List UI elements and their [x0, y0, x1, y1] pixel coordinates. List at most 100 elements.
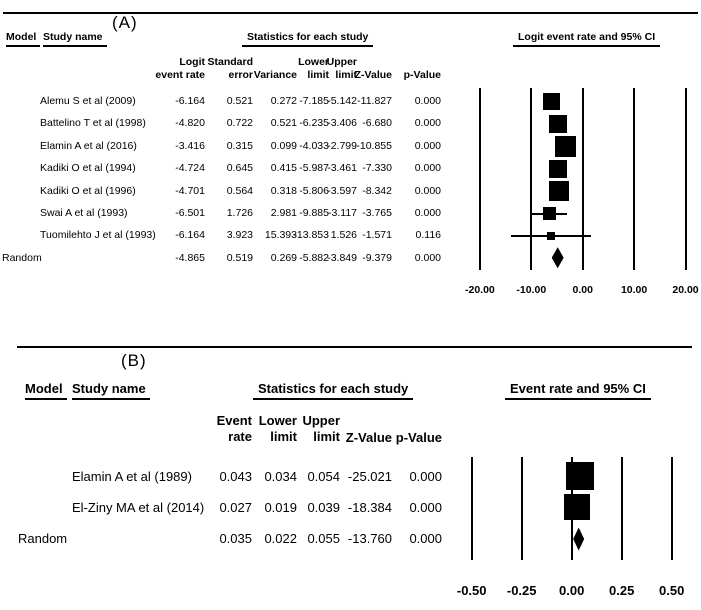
- stat-column-header: Lower limit: [298, 56, 329, 81]
- stat-column-header: Logit event rate: [155, 56, 205, 81]
- stat-cell: -5.987: [299, 162, 329, 175]
- stat-cell: 0.027: [219, 500, 252, 515]
- stat-cell: -5.142: [327, 95, 357, 107]
- axis-gridline: [684, 88, 687, 270]
- stat-cell: -18.384: [347, 500, 392, 515]
- stat-cell: -10.855: [356, 139, 392, 152]
- stat-cell: -6.164: [175, 229, 205, 242]
- stat-cell: -6.164: [175, 95, 205, 107]
- stat-cell: 0.043: [219, 469, 252, 484]
- stat-cell: -7.185: [299, 95, 329, 107]
- stat-column-header: Z-Value: [354, 69, 392, 81]
- stat-cell: -2.799: [327, 139, 357, 152]
- stat-column-header: Standard error: [207, 56, 253, 81]
- point-estimate-square: [549, 159, 568, 178]
- model-cell: Random: [18, 531, 68, 546]
- panel-b-study-name-header: Study name: [72, 381, 150, 400]
- axis-tick-label: 0.25: [609, 583, 635, 598]
- stat-column-header: Variance: [253, 69, 297, 81]
- panel-a-study-name-header: Study name: [43, 31, 107, 47]
- axis-gridline: [620, 457, 623, 560]
- stat-cell: -6.235: [299, 117, 329, 130]
- stat-cell: 0.000: [414, 251, 441, 264]
- stat-cell: -4.865: [175, 251, 205, 264]
- stat-cell: 0.315: [226, 139, 253, 152]
- stat-cell: -3.416: [175, 139, 205, 152]
- stat-cell: 2.981: [270, 207, 297, 219]
- study-name-cell: Kadiki O et al (1996): [40, 184, 136, 197]
- axis-gridline: [478, 88, 481, 270]
- stat-cell: -13.760: [347, 531, 392, 546]
- axis-tick-label: -10.00: [516, 284, 547, 296]
- axis-gridline: [633, 88, 636, 270]
- stat-column-header: p-Value: [403, 69, 441, 81]
- stat-cell: -3.849: [327, 251, 357, 264]
- panel-b-stats-header: Statistics for each study: [253, 381, 414, 400]
- axis-gridline: [520, 457, 523, 560]
- axis-tick-label: -0.25: [506, 583, 537, 598]
- axis-tick-label: 0.00: [559, 583, 585, 598]
- stat-cell: -8.342: [362, 184, 392, 197]
- model-cell: Random: [2, 251, 42, 264]
- stat-column-header: Z-Value: [345, 430, 392, 445]
- point-estimate-square: [542, 93, 560, 110]
- stat-cell: 0.000: [414, 162, 441, 175]
- stat-cell: -4.033: [299, 139, 329, 152]
- axis-tick-label: 0.50: [659, 583, 685, 598]
- stat-column-header: p-Value: [395, 430, 442, 445]
- stat-cell: 0.035: [219, 531, 252, 546]
- stat-cell: 15.393: [264, 229, 297, 242]
- stat-cell: 0.019: [264, 500, 297, 515]
- stat-cell: -6.501: [175, 207, 205, 219]
- stat-cell: 3.923: [226, 229, 253, 242]
- panel-b-top-rule: [17, 346, 692, 348]
- axis-gridline: [470, 457, 473, 560]
- panel-b-plot-title: Event rate and 95% CI: [505, 381, 651, 400]
- stat-cell: 0.000: [414, 207, 441, 219]
- stat-cell: -7.330: [362, 162, 392, 175]
- stat-cell: -4.820: [175, 117, 205, 130]
- stat-cell: -3.765: [362, 207, 392, 219]
- stat-cell: 0.055: [307, 531, 340, 546]
- stat-cell: 0.116: [415, 229, 442, 242]
- point-estimate-square: [548, 114, 567, 133]
- axis-tick-label: -20.00: [465, 284, 495, 296]
- stat-cell: 0.054: [307, 469, 340, 484]
- study-name-cell: Swai A et al (1993): [40, 207, 128, 219]
- point-estimate-square: [564, 494, 591, 521]
- stat-cell: 0.000: [414, 184, 441, 197]
- stat-cell: 0.099: [270, 139, 297, 152]
- stat-cell: -6.680: [362, 117, 392, 130]
- stat-column-header: Upper limit: [326, 56, 357, 81]
- stat-cell: 0.564: [226, 184, 253, 197]
- study-name-cell: Alemu S et al (2009): [40, 95, 136, 107]
- summary-diamond: [551, 247, 564, 269]
- stat-cell: 0.034: [264, 469, 297, 484]
- stat-cell: -4.724: [175, 162, 205, 175]
- panel-a-plot-title: Logit event rate and 95% CI: [513, 31, 661, 47]
- stat-cell: 0.000: [409, 469, 442, 484]
- stat-cell: -3.406: [327, 117, 357, 130]
- panel-a-label: (A): [112, 13, 138, 32]
- stat-cell: -13.853: [293, 229, 329, 242]
- axis-tick-label: 20.00: [672, 284, 699, 296]
- study-name-cell: Battelino T et al (1998): [40, 117, 146, 130]
- summary-diamond: [573, 527, 585, 551]
- stat-cell: 0.000: [414, 139, 441, 152]
- point-estimate-square: [547, 231, 556, 240]
- axis-tick-label: -0.50: [456, 583, 487, 598]
- panel-a-model-header: Model: [6, 31, 41, 47]
- stat-cell: -9.379: [362, 251, 392, 264]
- panel-b-label: (B): [121, 351, 147, 370]
- stat-cell: -25.021: [347, 469, 392, 484]
- stat-cell: -1.571: [362, 229, 392, 242]
- study-name-cell: Elamin A et al (2016): [40, 139, 137, 152]
- axis-tick-label: 10.00: [620, 284, 648, 296]
- stat-cell: -3.117: [328, 207, 357, 219]
- axis-tick-label: 0.00: [572, 284, 593, 296]
- stat-cell: 0.521: [226, 95, 253, 107]
- stat-cell: 0.000: [414, 117, 441, 130]
- point-estimate-square: [554, 135, 576, 157]
- axis-gridline: [581, 88, 584, 270]
